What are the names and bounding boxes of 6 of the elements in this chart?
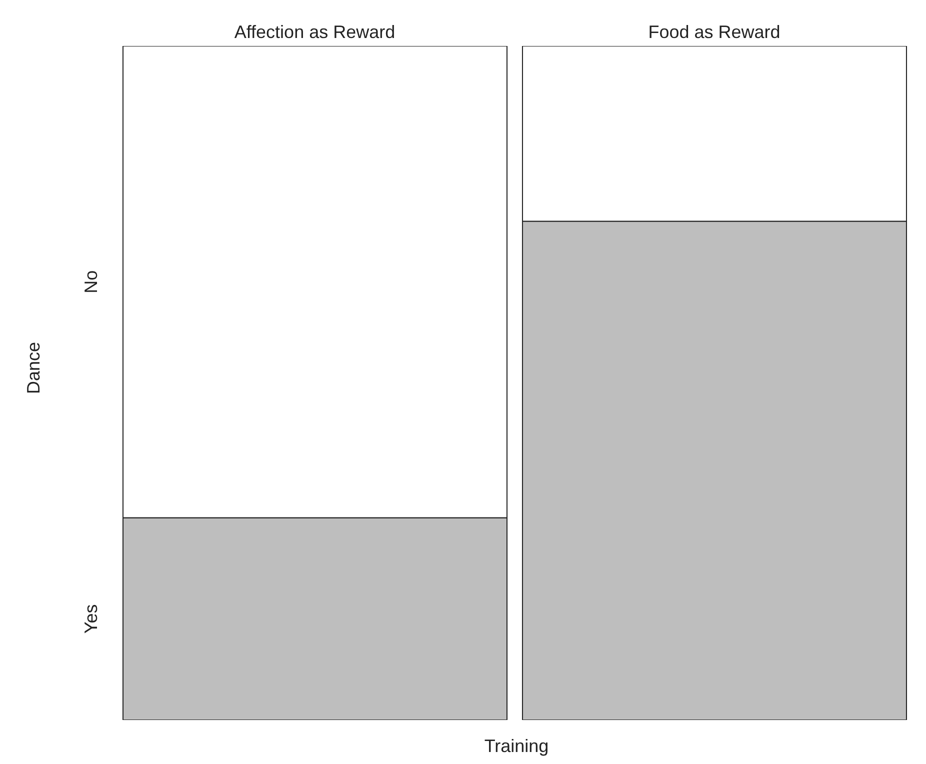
text: Yes	[80, 604, 101, 634]
x-tick-label: Food as Reward	[648, 22, 780, 42]
x-tick-label: Affection as Reward	[234, 22, 396, 42]
x-axis-title: Training	[483, 736, 550, 757]
text: No	[80, 270, 101, 294]
y-axis-title: Dance	[24, 342, 44, 394]
